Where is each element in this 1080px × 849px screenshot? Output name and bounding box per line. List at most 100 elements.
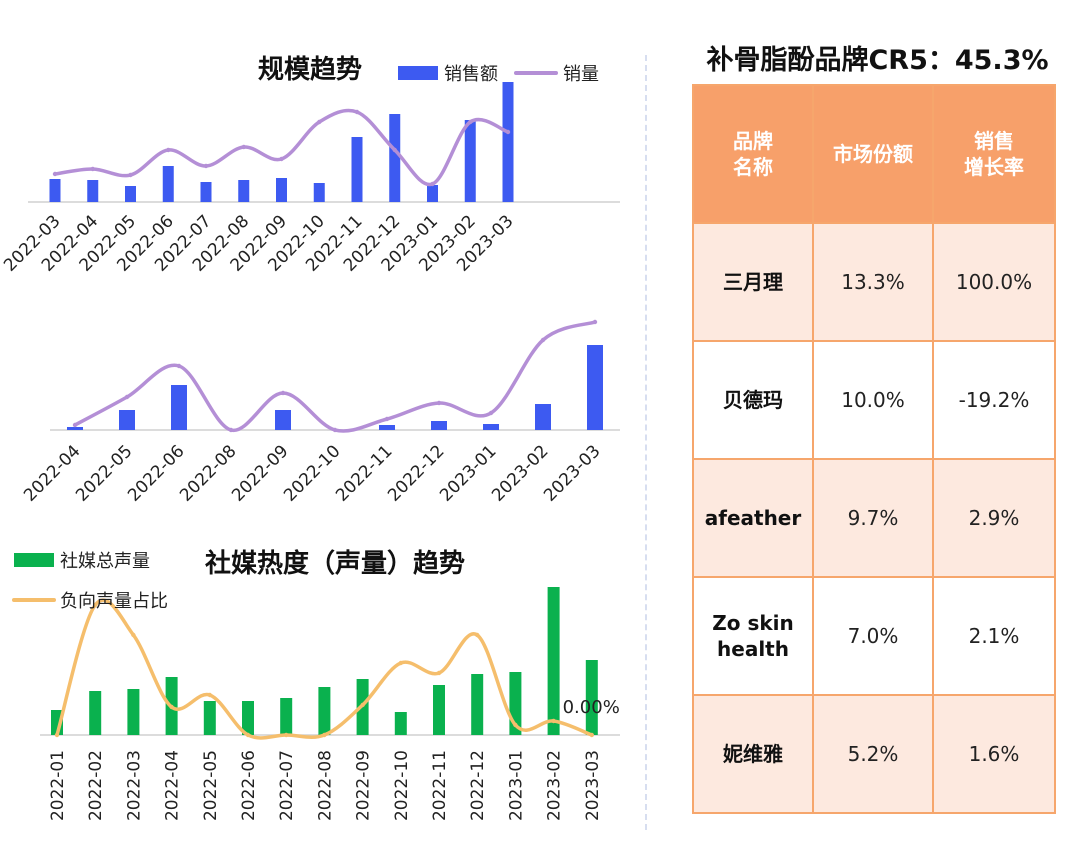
line-point bbox=[228, 427, 234, 433]
x-tick-label: 2022-08 bbox=[315, 750, 335, 821]
line-point bbox=[241, 144, 246, 150]
bar bbox=[379, 425, 395, 430]
bar bbox=[89, 691, 102, 735]
brand-cell: 妮维雅 bbox=[692, 694, 814, 814]
x-tick-label: 2022-05 bbox=[201, 750, 221, 821]
bar bbox=[162, 166, 174, 202]
x-tick-label: 2022-06 bbox=[239, 750, 259, 821]
bar bbox=[587, 345, 603, 430]
line-point bbox=[475, 632, 480, 638]
brand-cell: 三月理 bbox=[692, 222, 814, 342]
brand-cell: afeather bbox=[692, 458, 814, 578]
line-point bbox=[166, 147, 171, 153]
line-point bbox=[398, 660, 403, 666]
charts-canvas: 2022-03 2022-04 2022-05 2022-06 2022-07 2022-… bbox=[0, 55, 620, 821]
x-tick-label: 2022-12 bbox=[468, 750, 488, 821]
line-point bbox=[169, 704, 174, 710]
legend-label-line: 销量 bbox=[563, 64, 599, 85]
bar bbox=[389, 114, 401, 202]
x-tick-label: 2022-04 bbox=[20, 441, 84, 505]
line-point bbox=[540, 337, 546, 343]
brand-cell: Zo skin health bbox=[692, 576, 814, 696]
bar bbox=[87, 180, 99, 202]
bar bbox=[203, 701, 216, 735]
legend-swatch-bar bbox=[14, 553, 54, 567]
x-tick-label: 2022-09 bbox=[354, 750, 374, 821]
bar bbox=[433, 685, 445, 735]
bar bbox=[471, 674, 484, 735]
line-point bbox=[280, 390, 286, 396]
line-point bbox=[54, 732, 60, 738]
bar bbox=[427, 185, 438, 202]
line-point bbox=[72, 422, 78, 428]
line-point bbox=[128, 172, 133, 178]
x-tick-label: 2023-01 bbox=[506, 750, 526, 821]
panel-divider bbox=[645, 55, 647, 830]
bar bbox=[119, 410, 135, 430]
x-tick-label: 2022-02 bbox=[86, 750, 106, 821]
bar bbox=[242, 701, 254, 735]
line-point bbox=[176, 363, 182, 369]
x-tick-label: 2023-03 bbox=[583, 750, 603, 821]
bar bbox=[431, 421, 447, 430]
line-point bbox=[203, 163, 209, 169]
share-cell: 5.2% bbox=[812, 694, 934, 814]
line-point bbox=[245, 732, 251, 738]
header-brand: 品牌 名称 bbox=[692, 84, 814, 224]
table-row: Zo skin health 7.0% 2.1% bbox=[692, 576, 1056, 696]
x-tick-label: 2023-02 bbox=[488, 441, 552, 505]
x-tick-label: 2022-11 bbox=[332, 441, 396, 505]
bar bbox=[276, 178, 287, 202]
line-point bbox=[592, 319, 598, 325]
bar bbox=[171, 385, 187, 430]
line-point bbox=[468, 119, 473, 125]
line-point bbox=[279, 156, 284, 162]
legend-label-line: 负向声量占比 bbox=[60, 591, 168, 612]
bar bbox=[67, 427, 83, 430]
header-growth: 销售 增长率 bbox=[932, 84, 1056, 224]
bar bbox=[280, 698, 293, 735]
growth-cell: 1.6% bbox=[932, 694, 1056, 814]
line-point bbox=[384, 416, 390, 422]
growth-cell: 2.9% bbox=[932, 458, 1056, 578]
line-point bbox=[354, 109, 360, 115]
x-tick-label: 2022-08 bbox=[176, 441, 240, 505]
bar bbox=[394, 712, 407, 735]
line-point bbox=[436, 400, 442, 406]
brand-cell: 贝德玛 bbox=[692, 340, 814, 460]
share-cell: 10.0% bbox=[812, 340, 934, 460]
share-cell: 7.0% bbox=[812, 576, 934, 696]
x-tick-label: 2022-03 bbox=[124, 750, 144, 821]
series-line bbox=[53, 108, 510, 187]
line-point bbox=[513, 722, 518, 728]
table-row: afeather 9.7% 2.9% bbox=[692, 458, 1056, 578]
table-row: 贝德玛 10.0% -19.2% bbox=[692, 340, 1056, 460]
line-point bbox=[392, 147, 397, 153]
legend-label-bar: 销售额 bbox=[444, 64, 498, 85]
bar bbox=[535, 404, 551, 430]
x-tick-label: 2022-09 bbox=[228, 441, 292, 505]
data-label: 0.00% bbox=[563, 697, 620, 718]
table-row: 三月理 13.3% 100.0% bbox=[692, 222, 1056, 342]
growth-cell: -19.2% bbox=[932, 340, 1056, 460]
line-point bbox=[505, 129, 511, 135]
growth-cell: 100.0% bbox=[932, 222, 1056, 342]
bar bbox=[313, 183, 325, 202]
x-tick-label: 2022-11 bbox=[430, 750, 450, 821]
x-tick-label: 2022-07 bbox=[277, 750, 297, 821]
x-tick-label: 2022-04 bbox=[163, 750, 183, 821]
x-tick-label: 2023-03 bbox=[540, 441, 604, 505]
bar bbox=[49, 179, 61, 202]
bar bbox=[275, 410, 291, 430]
x-tick-label: 2023-01 bbox=[436, 441, 500, 505]
bar bbox=[351, 137, 363, 202]
bar bbox=[547, 587, 560, 735]
series-line bbox=[73, 320, 597, 433]
bar bbox=[585, 660, 598, 735]
line-point bbox=[488, 410, 494, 416]
line-point bbox=[436, 670, 442, 676]
bar bbox=[318, 687, 331, 735]
header-share: 市场份额 bbox=[812, 84, 934, 224]
bar bbox=[125, 186, 136, 202]
line-point bbox=[317, 119, 322, 125]
